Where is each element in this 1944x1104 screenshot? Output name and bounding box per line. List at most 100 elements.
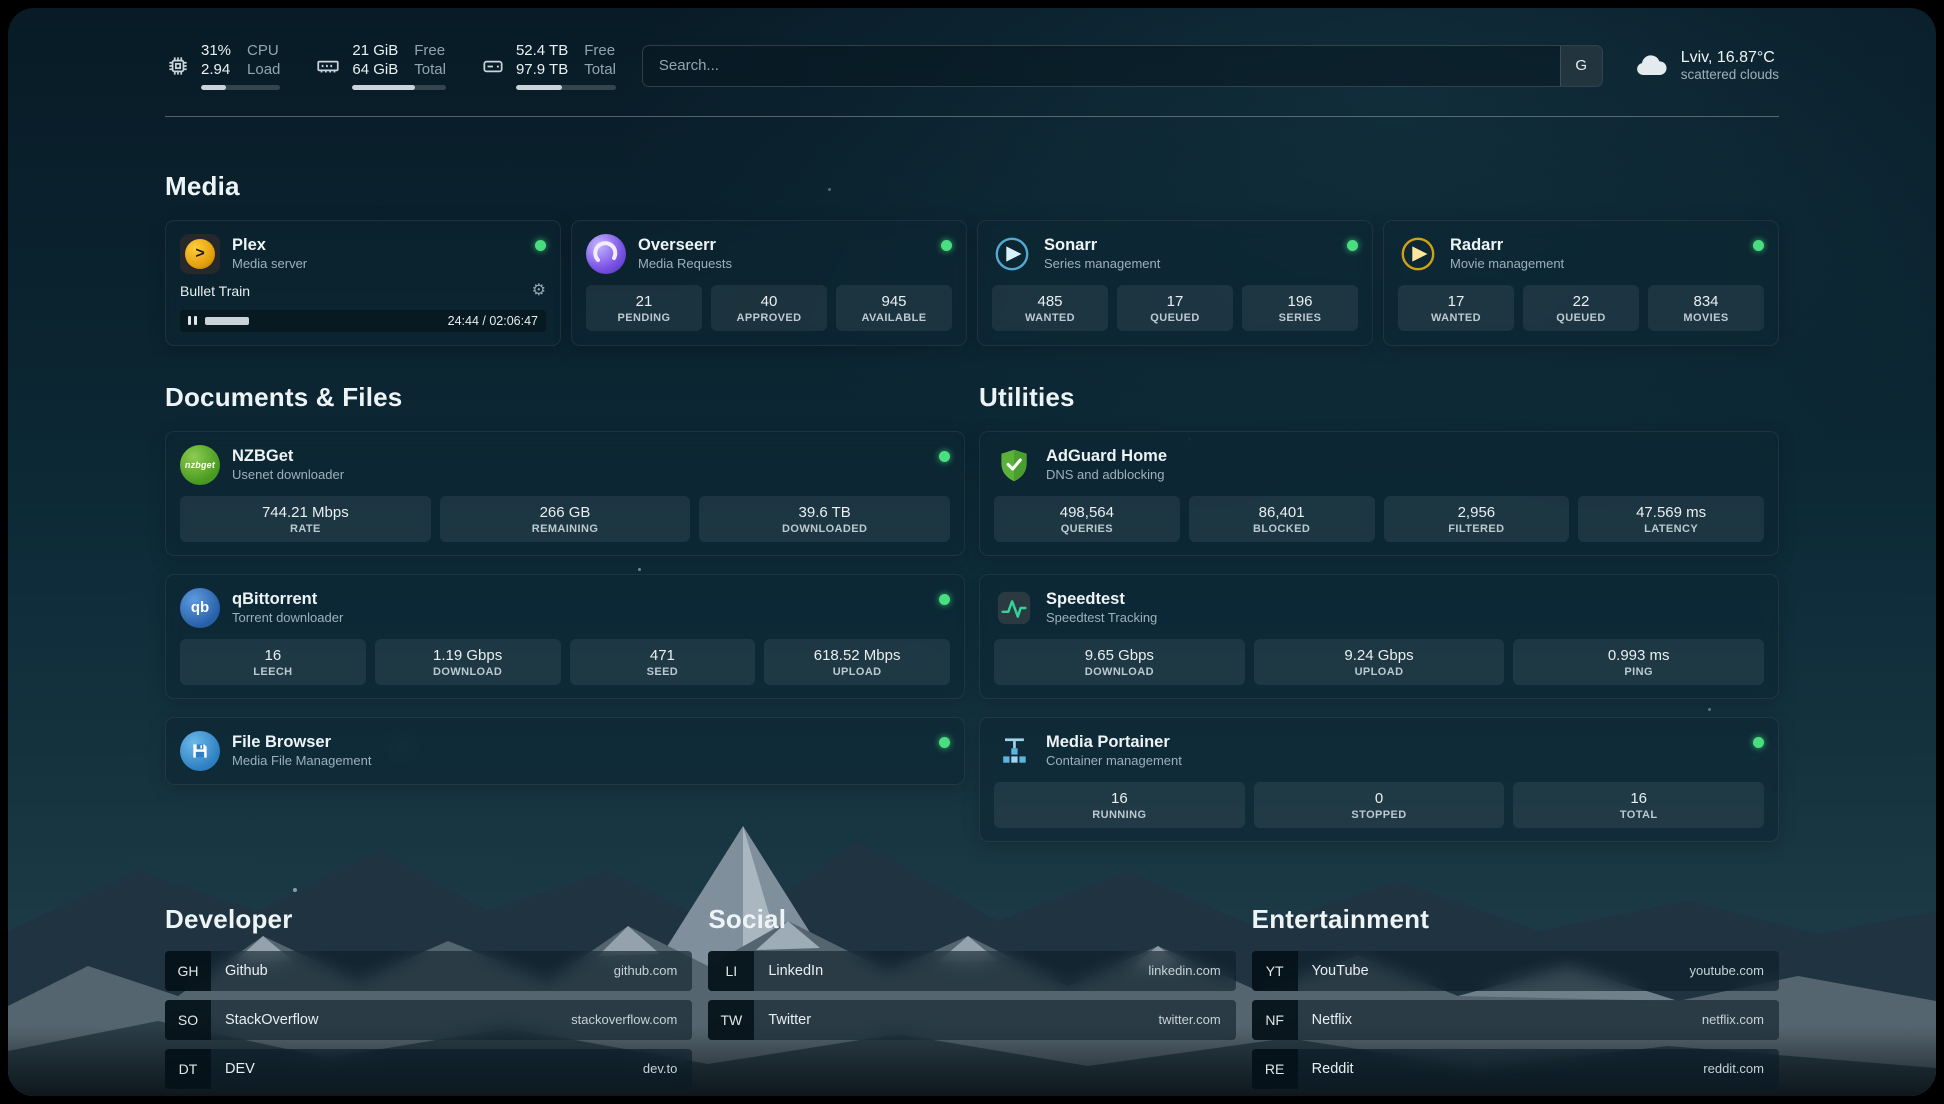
top-bar: 31% 2.94 CPU Load bbox=[165, 42, 1779, 90]
stat-wanted: 485 WANTED bbox=[992, 284, 1108, 331]
cpu-usage-value: 31% bbox=[201, 42, 232, 59]
section-title-entertainment: Entertainment bbox=[1251, 903, 1430, 934]
header-divider bbox=[165, 115, 1779, 117]
gear-icon[interactable]: ⚙ bbox=[531, 281, 546, 299]
stat-movies: 834 MOVIES bbox=[1648, 284, 1764, 331]
bookmark-url: github.com bbox=[613, 963, 678, 978]
bookmark-name: Reddit bbox=[1311, 1060, 1354, 1077]
stat-upload: 618.52 Mbps UPLOAD bbox=[764, 638, 950, 685]
disk-monitor: 52.4 TB 97.9 TB Free Total bbox=[480, 42, 616, 90]
stat-running: 16 RUNNING bbox=[994, 781, 1245, 828]
plex-player-bar: 24:44 / 02:06:47 bbox=[180, 309, 546, 332]
adguard-card[interactable]: AdGuard Home DNS and adblocking 498,564 … bbox=[979, 430, 1779, 556]
stat-ping: 0.993 ms PING bbox=[1513, 638, 1765, 685]
bookmark-url: youtube.com bbox=[1689, 963, 1764, 978]
service-subtitle: Series management bbox=[1044, 255, 1161, 271]
stat-download: 1.19 Gbps DOWNLOAD bbox=[374, 638, 561, 685]
adguard-icon bbox=[994, 445, 1034, 485]
stat-seed: 471 SEED bbox=[569, 638, 756, 685]
service-subtitle: Media Requests bbox=[638, 255, 732, 271]
bookmark-dev[interactable]: DT DEV dev.to bbox=[165, 1048, 693, 1089]
nzbget-icon: nzbget bbox=[180, 444, 220, 485]
stat-download: 9.65 Gbps DOWNLOAD bbox=[994, 638, 1245, 685]
filebrowser-card[interactable]: File Browser Media File Management bbox=[165, 716, 965, 785]
playback-time: 24:44 / 02:06:47 bbox=[447, 313, 538, 328]
bookmark-name: StackOverflow bbox=[225, 1011, 319, 1028]
stat-available: 945 AVAILABLE bbox=[836, 284, 952, 331]
service-name: Speedtest bbox=[1046, 590, 1125, 609]
bookmark-url: stackoverflow.com bbox=[571, 1012, 678, 1027]
service-name: NZBGet bbox=[232, 447, 294, 466]
bookmark-abbr: SO bbox=[165, 999, 211, 1040]
stat-stopped: 0 STOPPED bbox=[1253, 781, 1505, 828]
radarr-card[interactable]: Radarr Movie management 17 WANTED 22 QUE… bbox=[1383, 219, 1779, 346]
section-title-media: Media bbox=[165, 170, 240, 201]
playback-progress-track[interactable] bbox=[204, 315, 440, 327]
media-grid: > Plex Media server Bullet Train ⚙ bbox=[165, 219, 1779, 346]
plex-card[interactable]: > Plex Media server Bullet Train ⚙ bbox=[165, 219, 561, 346]
service-name: Media Portainer bbox=[1046, 733, 1170, 752]
bookmark-abbr: NF bbox=[1251, 999, 1298, 1040]
disk-free-value: 52.4 TB bbox=[515, 42, 569, 59]
overseerr-card[interactable]: Overseerr Media Requests 21 PENDING 40 A… bbox=[571, 219, 967, 346]
plex-icon: > bbox=[180, 233, 220, 274]
bookmark-name: Netflix bbox=[1311, 1011, 1352, 1028]
status-dot bbox=[1753, 736, 1764, 748]
bookmark-twitter[interactable]: TW Twitter twitter.com bbox=[708, 999, 1236, 1040]
bookmark-abbr: YT bbox=[1251, 950, 1298, 991]
service-name: File Browser bbox=[232, 733, 332, 752]
bookmark-linkedin[interactable]: LI LinkedIn linkedin.com bbox=[708, 950, 1236, 991]
section-title-social: Social bbox=[708, 903, 787, 934]
speedtest-icon bbox=[994, 588, 1034, 628]
sonarr-icon bbox=[992, 234, 1032, 274]
social-column: Social LI LinkedIn linkedin.com TW Twitt… bbox=[708, 903, 1236, 1089]
nzbget-card[interactable]: nzbget NZBGet Usenet downloader 744.21 M… bbox=[165, 430, 965, 556]
speedtest-card[interactable]: Speedtest Speedtest Tracking 9.65 Gbps D… bbox=[979, 573, 1779, 699]
bookmark-abbr: TW bbox=[708, 999, 755, 1040]
service-subtitle: Container management bbox=[1046, 752, 1182, 768]
status-dot bbox=[535, 239, 546, 251]
bookmark-netflix[interactable]: NF Netflix netflix.com bbox=[1251, 999, 1779, 1040]
service-name: Sonarr bbox=[1044, 236, 1098, 255]
search-input[interactable] bbox=[642, 45, 1560, 86]
pause-icon[interactable] bbox=[188, 316, 197, 325]
bookmark-abbr: DT bbox=[165, 1048, 211, 1089]
memory-free-value: 21 GiB bbox=[352, 42, 399, 59]
utilities-column: Utilities bbox=[979, 382, 1779, 842]
stat-queued: 22 QUEUED bbox=[1523, 284, 1639, 331]
disk-progress-bar bbox=[515, 84, 616, 90]
status-dot bbox=[939, 593, 950, 605]
portainer-card[interactable]: Media Portainer Container management 16 … bbox=[979, 716, 1779, 842]
disk-free-label: Free bbox=[584, 42, 616, 59]
bookmark-stackoverflow[interactable]: SO StackOverflow stackoverflow.com bbox=[165, 999, 693, 1040]
stat-blocked: 86,401 BLOCKED bbox=[1188, 495, 1375, 542]
weather-location: Lviv, 16.87°C bbox=[1680, 49, 1775, 67]
bookmark-url: reddit.com bbox=[1703, 1061, 1764, 1076]
stat-pending: 21 PENDING bbox=[586, 284, 702, 331]
bookmark-youtube[interactable]: YT YouTube youtube.com bbox=[1251, 950, 1779, 991]
stat-leech: 16 LEECH bbox=[180, 638, 366, 685]
now-playing-title: Bullet Train bbox=[180, 282, 251, 299]
bookmark-github[interactable]: GH Github github.com bbox=[165, 950, 693, 991]
service-name: Plex bbox=[232, 236, 266, 255]
portainer-icon bbox=[994, 731, 1034, 771]
memory-monitor: 21 GiB 64 GiB Free Total bbox=[314, 42, 446, 90]
bookmark-abbr: RE bbox=[1251, 1048, 1298, 1089]
sonarr-card[interactable]: Sonarr Series management 485 WANTED 17 Q… bbox=[977, 219, 1373, 346]
service-subtitle: DNS and adblocking bbox=[1046, 466, 1165, 482]
stat-downloaded: 39.6 TB DOWNLOADED bbox=[699, 495, 951, 542]
status-dot bbox=[939, 736, 950, 748]
memory-total-value: 64 GiB bbox=[352, 60, 399, 78]
stat-latency: 47.569 ms LATENCY bbox=[1578, 495, 1764, 542]
search-provider-button[interactable]: G bbox=[1559, 45, 1602, 86]
status-dot bbox=[1753, 239, 1764, 251]
status-dot bbox=[939, 450, 950, 462]
bookmark-reddit[interactable]: RE Reddit reddit.com bbox=[1251, 1048, 1779, 1089]
bookmark-name: YouTube bbox=[1311, 962, 1369, 979]
bookmark-name: DEV bbox=[225, 1060, 255, 1077]
stat-series: 196 SERIES bbox=[1242, 284, 1358, 331]
qbittorrent-card[interactable]: qb qBittorrent Torrent downloader 16 bbox=[165, 573, 965, 699]
resource-monitors: 31% 2.94 CPU Load bbox=[165, 42, 616, 90]
cpu-monitor: 31% 2.94 CPU Load bbox=[165, 42, 281, 90]
memory-total-label: Total bbox=[414, 60, 446, 78]
